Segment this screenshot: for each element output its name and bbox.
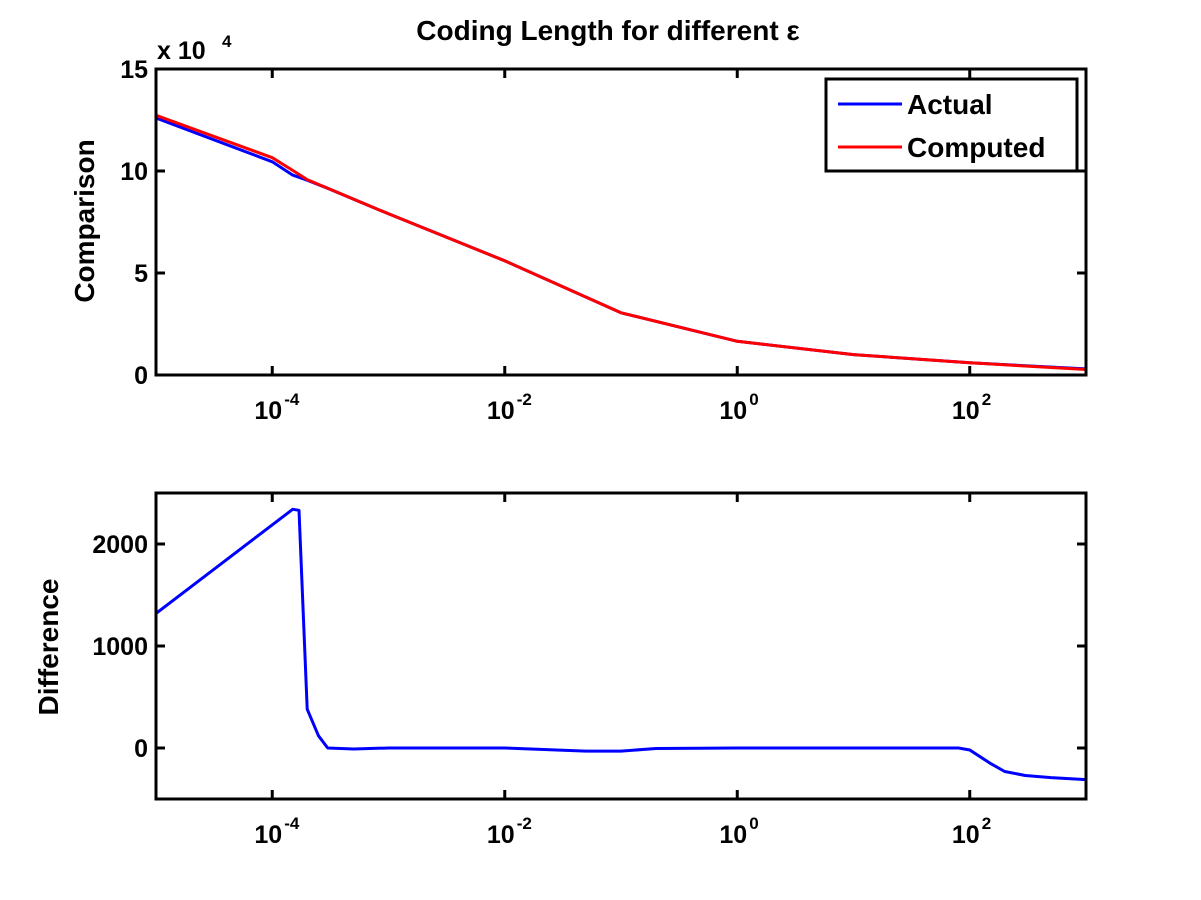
- x-tick-label: 10: [254, 397, 282, 425]
- x-tick-label: 10: [254, 821, 282, 849]
- y-tick-label: 5: [134, 260, 148, 288]
- y-tick-label: 2000: [92, 531, 148, 559]
- y-tick-label: 0: [134, 362, 148, 390]
- x-tick-label: 10: [952, 397, 980, 425]
- legend: Actual Computed: [824, 77, 1079, 173]
- y-multiplier-exponent: 4: [222, 32, 232, 51]
- y-multiplier-base: x 10: [157, 37, 206, 65]
- comparison-panel: Coding Length for different ε x 10 4 Com…: [69, 15, 1088, 425]
- comparison-series: [155, 113, 1087, 371]
- x-tick-label: 10: [487, 821, 515, 849]
- x-tick-exponent: 0: [749, 390, 758, 409]
- x-tick-exponent: -2: [517, 390, 532, 409]
- y-multiplier-label: x 10 4: [157, 32, 232, 65]
- x-tick-label: 10: [952, 821, 980, 849]
- series-line-computed: [155, 113, 1087, 371]
- x-tick-exponent: 2: [982, 814, 991, 833]
- legend-label-actual: Actual: [907, 89, 993, 120]
- x-tick-exponent: 2: [982, 390, 991, 409]
- comparison-axes-box: [154, 67, 1088, 377]
- difference-axes-box: [154, 491, 1088, 801]
- y-tick-label: 0: [134, 735, 148, 763]
- difference-series: [155, 507, 1087, 782]
- x-tick-label: 10: [719, 397, 747, 425]
- y-tick-label: 15: [120, 56, 148, 84]
- x-tick-exponent: -4: [284, 814, 300, 833]
- x-tick-exponent: -2: [517, 814, 532, 833]
- series-line-difference: [155, 507, 1087, 782]
- chart-title: Coding Length for different ε: [416, 15, 799, 46]
- y-tick-label: 1000: [92, 633, 148, 661]
- x-tick-exponent: 0: [749, 814, 758, 833]
- legend-label-computed: Computed: [907, 132, 1045, 163]
- x-tick-exponent: -4: [284, 390, 300, 409]
- x-tick-label: 10: [487, 397, 515, 425]
- x-tick-label: 10: [719, 821, 747, 849]
- y-axis-label-comparison: Comparison: [69, 139, 100, 302]
- y-tick-label: 10: [120, 158, 148, 186]
- legend-box: [824, 77, 1079, 173]
- y-axis-label-difference: Difference: [33, 579, 64, 716]
